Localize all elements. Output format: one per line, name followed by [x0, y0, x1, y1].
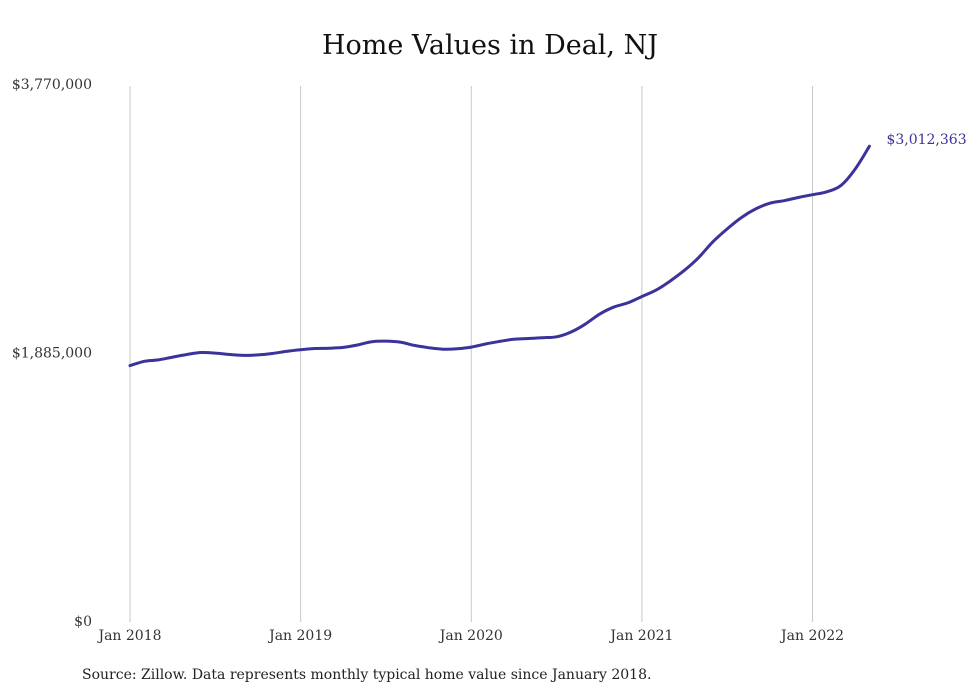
- end-label-layer: $3,012,363: [886, 132, 966, 148]
- grid-lines: [129, 86, 814, 622]
- y-tick-label: $1,885,000: [12, 346, 92, 362]
- series-layer: [128, 144, 871, 368]
- x-tick-label: Jan 2021: [608, 628, 673, 644]
- end-value-label: $3,012,363: [886, 132, 966, 148]
- x-tick-label: Jan 2022: [779, 628, 844, 644]
- y-tick-label: $3,770,000: [12, 77, 92, 93]
- series-line: [128, 144, 871, 368]
- y-axis-ticks: $0 $1,885,000 $3,770,000: [12, 77, 92, 630]
- x-tick-label: Jan 2018: [96, 628, 161, 644]
- x-tick-label: Jan 2020: [438, 628, 503, 644]
- x-axis-ticks: Jan 2018 Jan 2019 Jan 2020 Jan 2021 Jan 2022: [96, 628, 844, 644]
- source-note: Source: Zillow. Data represents monthly …: [82, 667, 652, 683]
- chart-title: Home Values in Deal, NJ: [321, 30, 659, 61]
- y-tick-label: $0: [74, 614, 92, 630]
- x-tick-label: Jan 2019: [267, 628, 332, 644]
